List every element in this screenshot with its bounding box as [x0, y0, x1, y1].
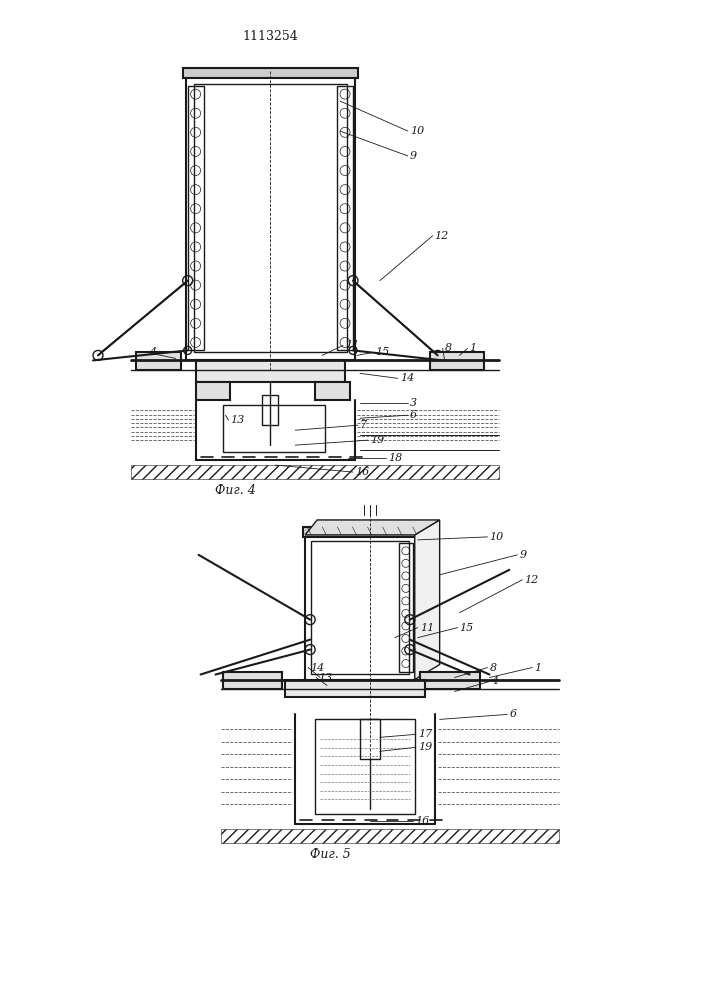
- Bar: [399, 543, 413, 672]
- Bar: [360, 719, 380, 759]
- Bar: [305, 535, 415, 680]
- Text: 12: 12: [525, 575, 539, 585]
- Text: 18: 18: [388, 453, 402, 463]
- Text: 4: 4: [148, 347, 156, 357]
- Text: 16: 16: [355, 467, 369, 477]
- Text: 16: 16: [415, 816, 429, 826]
- Bar: [187, 86, 204, 350]
- Bar: [315, 719, 415, 814]
- Text: 12: 12: [435, 231, 449, 241]
- Text: 15: 15: [460, 623, 474, 633]
- Bar: [131, 465, 499, 479]
- Text: 4: 4: [491, 676, 498, 686]
- Text: 8: 8: [445, 343, 452, 353]
- Text: 6: 6: [509, 709, 517, 719]
- Bar: [196, 360, 345, 382]
- Text: 17: 17: [418, 729, 432, 739]
- Bar: [311, 541, 409, 674]
- Text: 1113254: 1113254: [243, 30, 298, 43]
- Bar: [337, 86, 353, 350]
- Text: 11: 11: [420, 623, 434, 633]
- Bar: [315, 382, 350, 400]
- Bar: [223, 672, 282, 689]
- Bar: [221, 829, 559, 843]
- Text: 7: 7: [360, 420, 367, 430]
- Text: 9: 9: [410, 151, 417, 161]
- Bar: [186, 76, 355, 360]
- Text: 1: 1: [534, 663, 542, 673]
- Bar: [303, 527, 416, 537]
- Text: 19: 19: [370, 435, 384, 445]
- Text: 1: 1: [469, 343, 477, 353]
- Text: 13: 13: [230, 415, 245, 425]
- Text: 14: 14: [400, 373, 414, 383]
- Text: 8: 8: [489, 663, 496, 673]
- Text: 9: 9: [520, 550, 527, 560]
- Text: 10: 10: [489, 532, 503, 542]
- Bar: [420, 672, 479, 689]
- Text: 11: 11: [345, 340, 359, 350]
- Text: 6: 6: [410, 410, 417, 420]
- Text: 14: 14: [310, 663, 325, 673]
- Text: 10: 10: [410, 126, 424, 136]
- Polygon shape: [415, 520, 440, 680]
- Text: 19: 19: [418, 742, 432, 752]
- Bar: [262, 395, 279, 425]
- Bar: [182, 68, 358, 78]
- Bar: [136, 352, 181, 370]
- Text: 3: 3: [410, 398, 417, 408]
- Bar: [430, 352, 484, 370]
- Bar: [196, 382, 230, 400]
- Text: 15: 15: [375, 347, 389, 357]
- Text: Фиг. 5: Фиг. 5: [310, 848, 351, 861]
- Bar: [194, 84, 347, 352]
- Polygon shape: [305, 520, 440, 535]
- Bar: [223, 405, 325, 452]
- Bar: [285, 680, 425, 697]
- Text: 13: 13: [318, 673, 332, 683]
- Text: Фиг. 4: Фиг. 4: [215, 484, 256, 497]
